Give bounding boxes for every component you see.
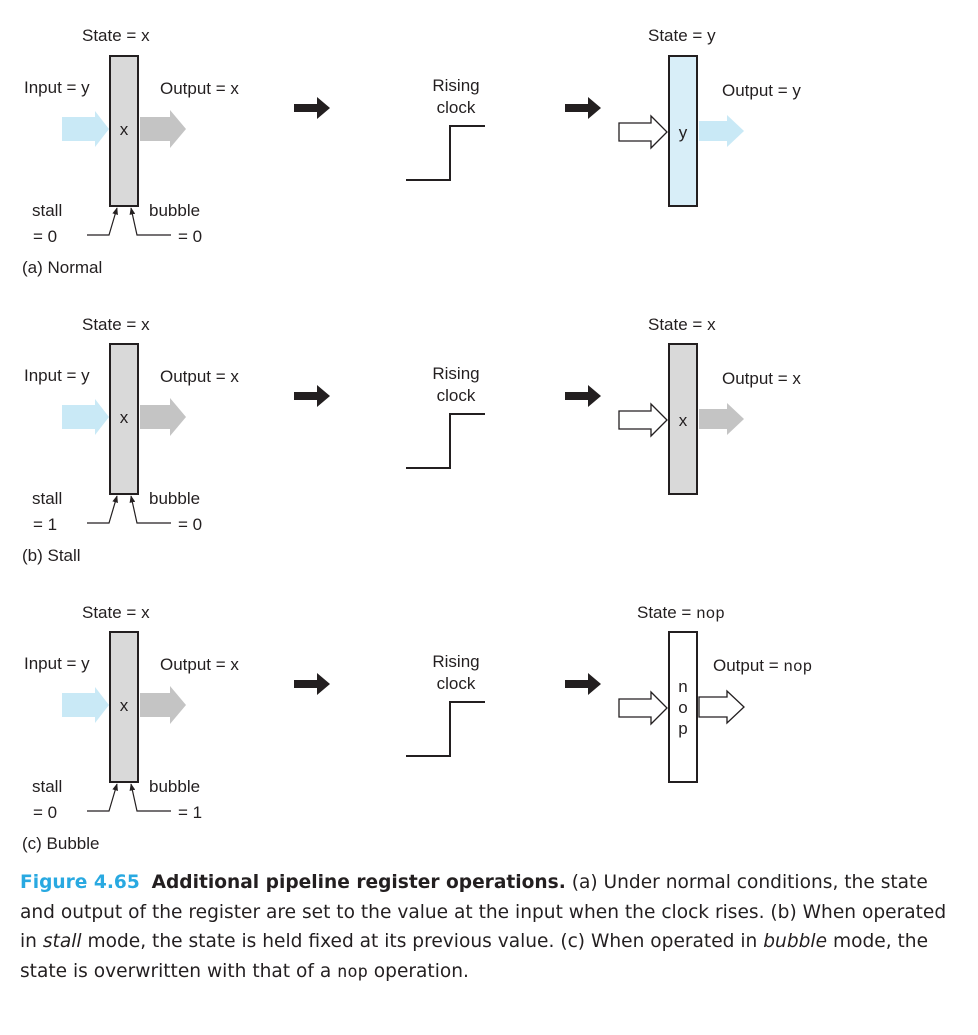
- bubble-label: bubble: [149, 777, 200, 796]
- register-after-content: y: [679, 123, 688, 142]
- caption-stall-word: stall: [42, 931, 82, 952]
- clock-waveform: [406, 413, 485, 469]
- after-state-label: State = y: [648, 26, 716, 45]
- panel-bubble: State = x Input = y Output = x x stall =…: [22, 603, 812, 853]
- caption-text-1: (a) Under normal conditions, the state a…: [20, 872, 947, 952]
- caption-text-4: operation.: [367, 960, 469, 982]
- stall-label: stall: [32, 777, 62, 796]
- bubble-label: bubble: [149, 489, 200, 508]
- register-before: [109, 343, 139, 495]
- stall-value: = 1: [33, 515, 57, 534]
- bubble-signal-line: [129, 207, 171, 236]
- after-state-code: nop: [696, 605, 725, 623]
- rising-clock-line1: Rising: [432, 652, 479, 671]
- transition-arrow-right: [565, 385, 601, 407]
- register-after: [668, 55, 698, 207]
- register-after: [668, 343, 698, 495]
- stall-value: = 0: [33, 803, 57, 822]
- output-arrow-gray: [140, 398, 186, 436]
- bubble-label: bubble: [149, 201, 200, 220]
- register-after-content: x: [679, 411, 688, 430]
- before-input-label: Input = y: [24, 78, 90, 97]
- bubble-signal-line: [129, 495, 171, 524]
- transition-arrow-left: [294, 385, 330, 407]
- rising-clock-line1: Rising: [432, 364, 479, 383]
- before-output-label: Output = x: [160, 367, 239, 386]
- after-output-prefix: Output =: [713, 656, 783, 675]
- rising-clock-line2: clock: [437, 386, 476, 405]
- caption-nop-word: nop: [337, 961, 368, 982]
- panel-label: (c) Bubble: [22, 834, 99, 853]
- bubble-signal-line: [129, 783, 171, 812]
- stall-signal-line: [87, 207, 118, 236]
- register-before: [109, 55, 139, 207]
- output-arrow-gray: [699, 403, 744, 435]
- input-arrow-outline: [618, 690, 668, 726]
- stall-signal-line: [87, 495, 118, 524]
- before-input-label: Input = y: [24, 366, 90, 385]
- stall-label: stall: [32, 201, 62, 220]
- output-arrow-light-blue: [699, 115, 744, 147]
- panel-label: (b) Stall: [22, 546, 81, 565]
- transition-arrow-right: [565, 97, 601, 119]
- after-state-prefix: State =: [637, 603, 696, 622]
- pipeline-register-diagram: State = x Input = y Output = x x stall =…: [22, 26, 812, 853]
- rising-clock-line2: clock: [437, 98, 476, 117]
- transition-arrow-right: [565, 673, 601, 695]
- output-arrow-gray: [140, 110, 186, 148]
- before-input-label: Input = y: [24, 654, 90, 673]
- stall-value: = 0: [33, 227, 57, 246]
- bubble-value: = 0: [178, 227, 202, 246]
- register-after: [668, 631, 698, 783]
- output-arrow-gray: [140, 686, 186, 724]
- input-arrow-light-blue: [62, 111, 109, 147]
- input-arrow-outline: [618, 114, 668, 150]
- bubble-value: = 0: [178, 515, 202, 534]
- register-before: [109, 631, 139, 783]
- output-arrow-outline: [698, 689, 745, 725]
- input-arrow-outline: [618, 402, 668, 438]
- caption-text-3: mode, the state is overwritten with that…: [20, 931, 929, 982]
- register-after-content-o: o: [678, 698, 687, 717]
- caption-text-2: mode, the state is held fixed at its pre…: [81, 931, 764, 952]
- register-after-content-n: n: [678, 677, 687, 696]
- panel-normal: State = x Input = y Output = x x stall =…: [22, 26, 801, 277]
- before-state-label: State = x: [82, 603, 150, 622]
- figure-caption: Figure 4.65 Additional pipeline register…: [20, 868, 965, 987]
- after-state-label: State = x: [648, 315, 716, 334]
- transition-arrow-left: [294, 97, 330, 119]
- figure-title: Additional pipeline register operations.: [151, 872, 566, 893]
- rising-clock-line1: Rising: [432, 76, 479, 95]
- caption-bubble-word: bubble: [763, 931, 828, 952]
- before-state-label: State = x: [82, 26, 150, 45]
- after-output-label: Output = x: [722, 369, 801, 388]
- figure-number: Figure 4.65: [20, 872, 140, 893]
- stall-signal-line: [87, 783, 118, 812]
- register-after-content-p: p: [678, 719, 687, 738]
- panel-stall: State = x Input = y Output = x x stall =…: [22, 315, 801, 565]
- register-before-content: x: [120, 408, 129, 427]
- register-before-content: x: [120, 120, 129, 139]
- register-before-content: x: [120, 696, 129, 715]
- rising-clock-line2: clock: [437, 674, 476, 693]
- transition-arrow-left: [294, 673, 330, 695]
- after-output-label: Output = nop: [713, 656, 812, 676]
- input-arrow-light-blue: [62, 687, 109, 723]
- after-output-code: nop: [783, 658, 812, 676]
- before-output-label: Output = x: [160, 655, 239, 674]
- after-state-label: State = nop: [637, 603, 725, 623]
- clock-waveform: [406, 701, 485, 757]
- bubble-value: = 1: [178, 803, 202, 822]
- panel-label: (a) Normal: [22, 258, 102, 277]
- before-state-label: State = x: [82, 315, 150, 334]
- after-output-label: Output = y: [722, 81, 801, 100]
- before-output-label: Output = x: [160, 79, 239, 98]
- clock-waveform: [406, 125, 485, 181]
- input-arrow-light-blue: [62, 399, 109, 435]
- stall-label: stall: [32, 489, 62, 508]
